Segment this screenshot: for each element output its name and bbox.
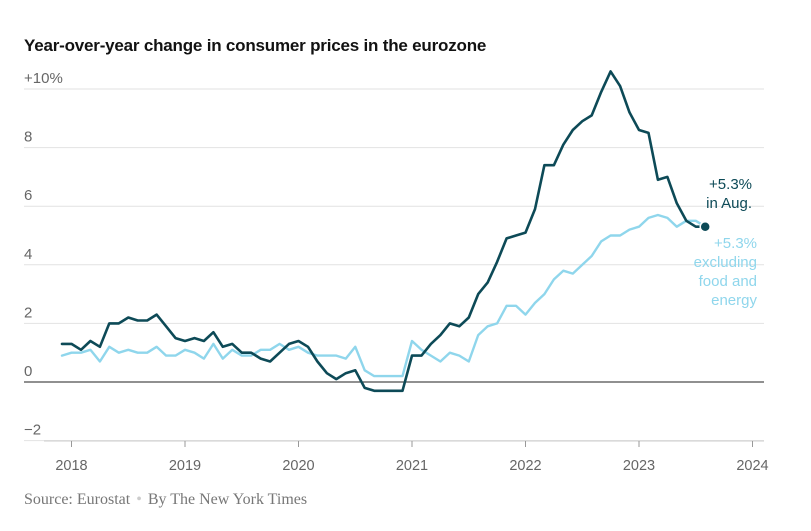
- separator-dot: •: [136, 491, 142, 508]
- y-axis: +10% 8 6 4 2 0 −2: [24, 70, 63, 439]
- x-tick-label: 2021: [396, 458, 428, 474]
- x-axis: 2018 2019 2020 2021 2022 2023 2024: [44, 440, 769, 474]
- headline-annotation-line: in Aug.: [706, 195, 752, 212]
- gridlines: [24, 88, 764, 442]
- headline-inflation-line: [60, 70, 707, 393]
- x-tick-label: 2024: [736, 458, 768, 474]
- x-tick-label: 2018: [55, 458, 87, 474]
- core-inflation-line: [60, 213, 707, 378]
- source-text: Source: Eurostat: [24, 491, 131, 508]
- latest-value-dot: [699, 220, 711, 233]
- credit-text: By The New York Times: [147, 491, 308, 508]
- core-annotation-line: food and: [699, 273, 757, 290]
- x-tick-label: 2022: [509, 458, 541, 474]
- y-tick-label: 2: [24, 304, 32, 321]
- x-tick-label: 2020: [282, 458, 314, 474]
- y-tick-label: −2: [24, 422, 41, 439]
- y-tick-label: 6: [24, 187, 32, 204]
- series-lines: [60, 70, 707, 393]
- headline-annotation-line: +5.3%: [709, 176, 752, 193]
- core-annotation-line: +5.3%: [714, 235, 757, 252]
- chart-title: Year-over-year change in consumer prices…: [24, 36, 487, 55]
- annotations: +5.3% in Aug. +5.3% excluding food and energy: [694, 176, 758, 309]
- core-annotation-line: excluding: [694, 254, 757, 271]
- y-tick-label: 4: [24, 246, 32, 263]
- y-tick-label: 8: [24, 129, 32, 146]
- x-tick-label: 2023: [623, 458, 655, 474]
- y-tick-label: 0: [24, 363, 32, 380]
- x-tick-label: 2019: [169, 458, 201, 474]
- chart-footer: Source: Eurostat • By The New York Times: [24, 491, 307, 509]
- y-tick-label: +10%: [24, 70, 63, 87]
- core-annotation-line: energy: [711, 292, 757, 309]
